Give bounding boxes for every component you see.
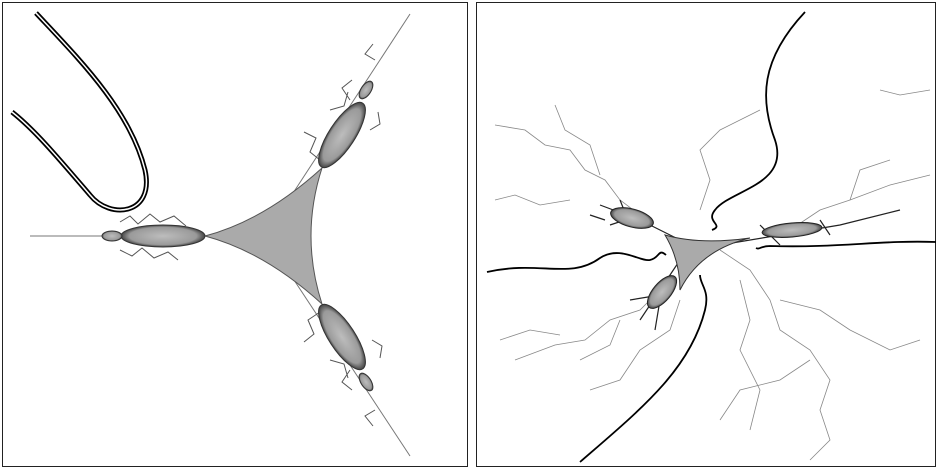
panel-frame xyxy=(477,3,936,467)
right-panel xyxy=(477,3,937,467)
left-panel xyxy=(3,3,468,467)
page xyxy=(0,0,938,469)
figure xyxy=(0,0,938,469)
lobe xyxy=(102,231,122,241)
lobe xyxy=(121,225,205,247)
